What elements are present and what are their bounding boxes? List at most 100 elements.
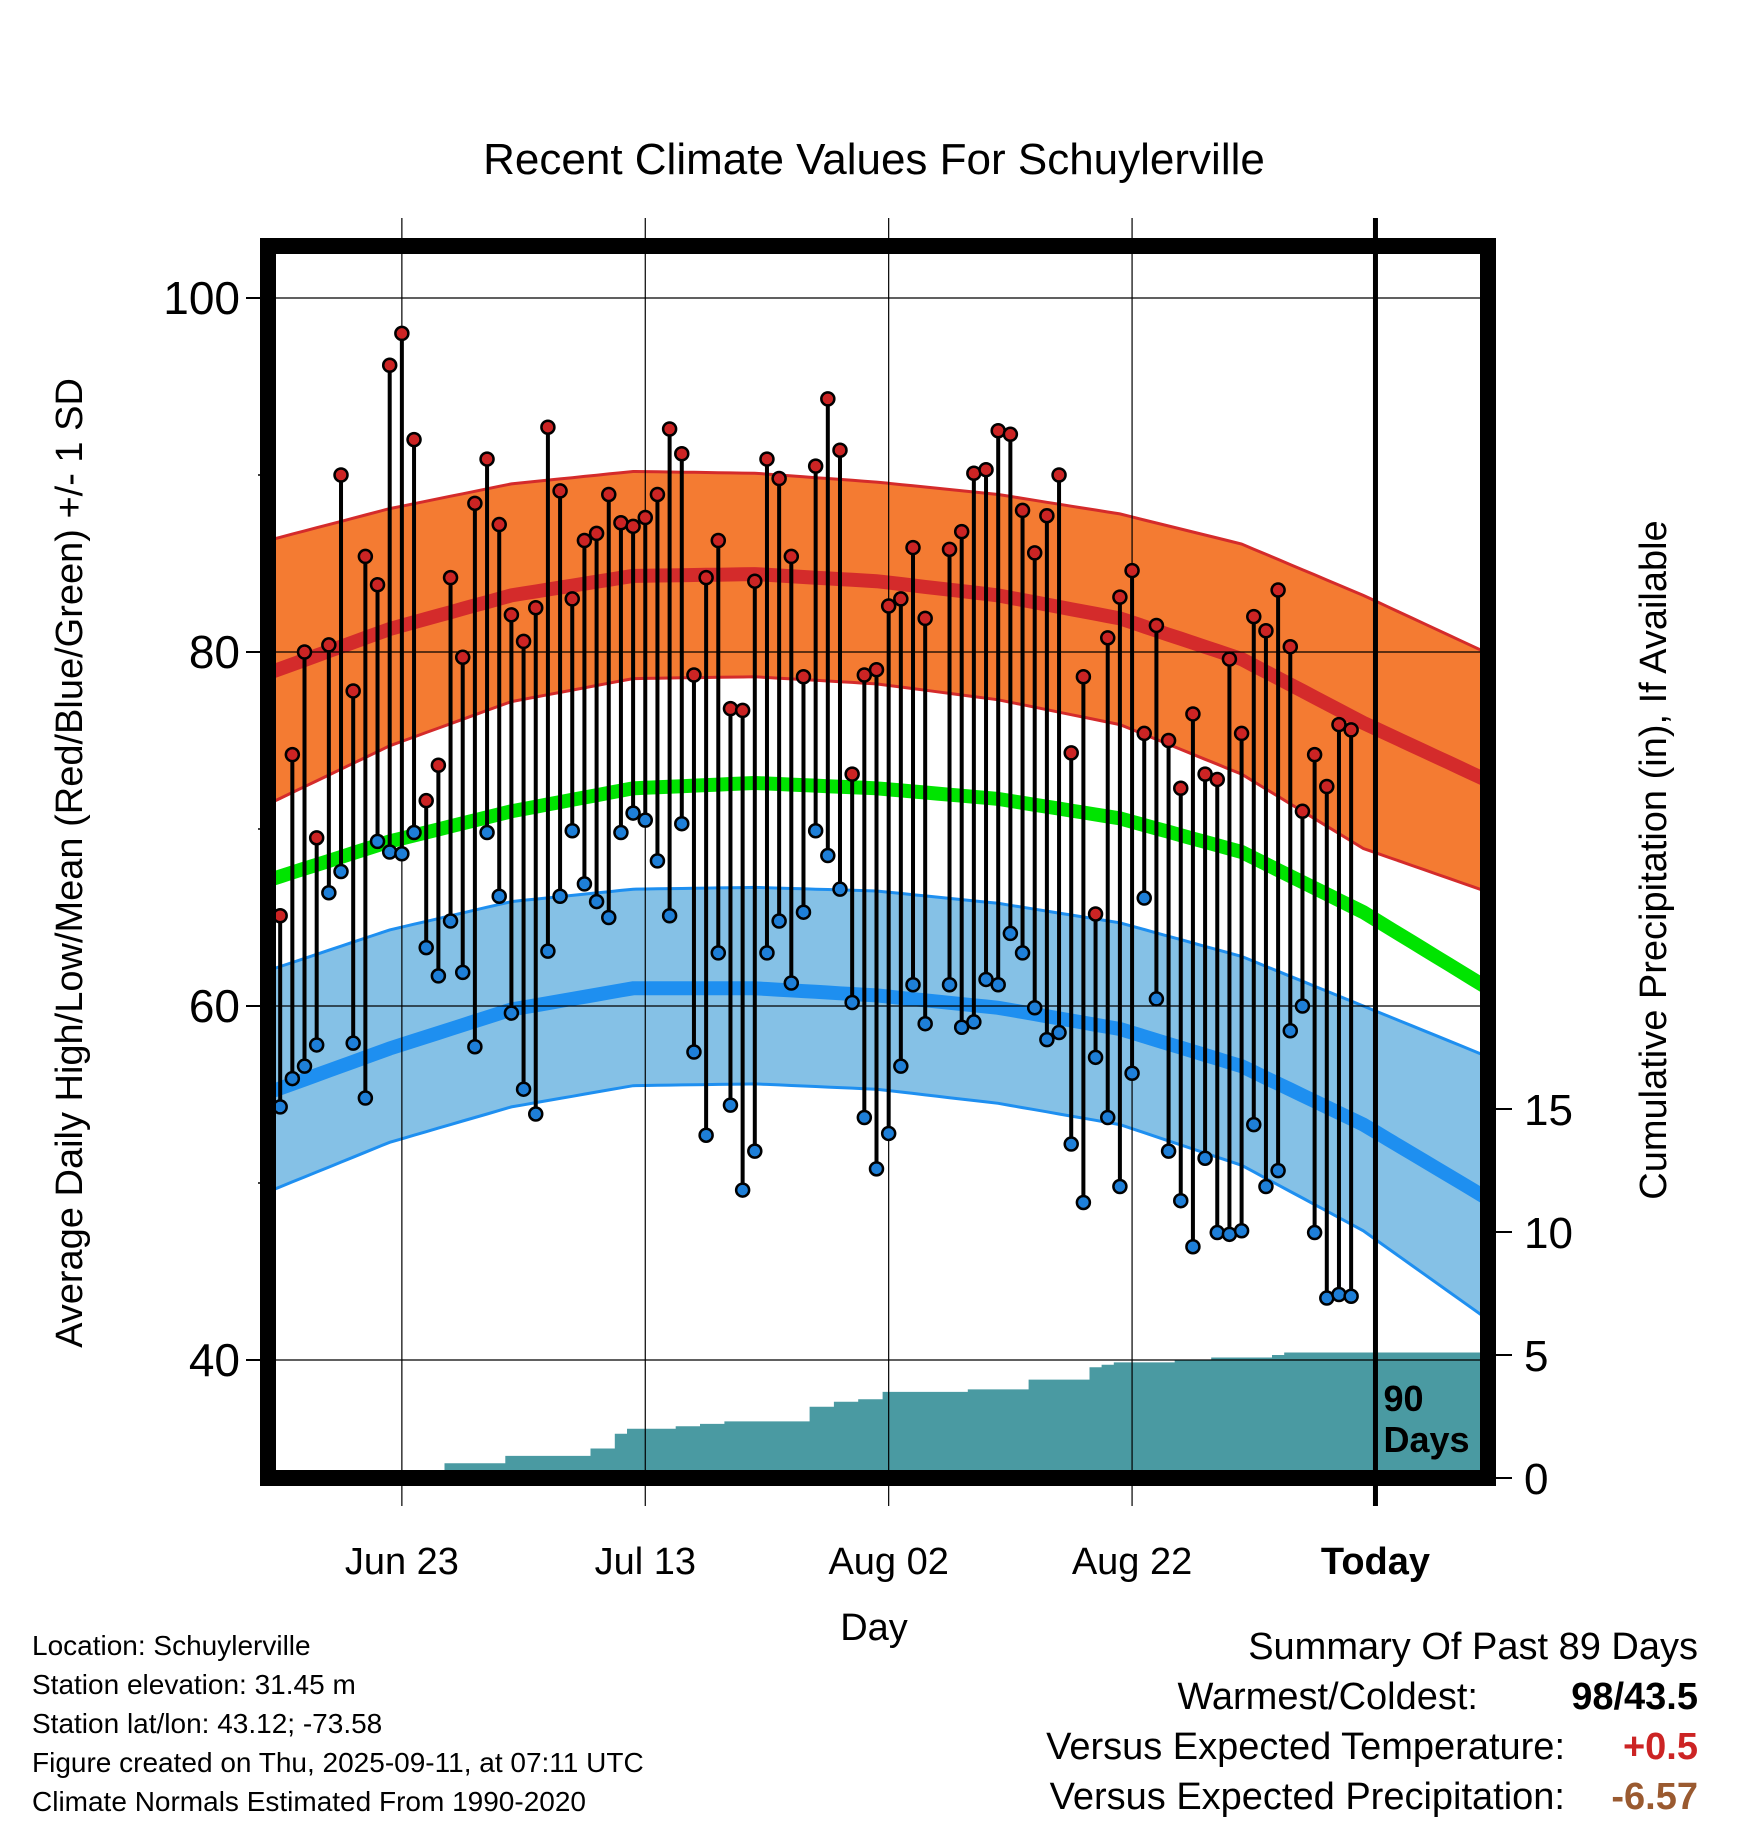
x-tick-label: Jun 23	[345, 1541, 459, 1583]
low-temp-point	[905, 977, 921, 993]
elevation-text: Station elevation: 31.45 m	[32, 1669, 356, 1700]
low-temp-point	[1233, 1223, 1250, 1239]
high-temp-point	[1331, 716, 1347, 733]
high-temp-point	[880, 598, 897, 614]
low-temp-point	[820, 847, 836, 864]
low-temp-point	[321, 884, 337, 901]
y-tick-label: 40	[189, 1334, 240, 1386]
high-temp-point	[893, 591, 909, 607]
temp-versus-label: Versus Expected Temperature:	[1046, 1726, 1565, 1768]
low-temp-point	[357, 1090, 374, 1106]
high-temp-point	[479, 451, 495, 467]
high-temp-point	[1319, 778, 1335, 795]
low-temp-point	[1075, 1194, 1092, 1211]
high-temp-point	[1148, 617, 1165, 634]
precip-versus-value: -6.57	[1611, 1776, 1698, 1818]
low-temp-point	[1026, 1000, 1043, 1016]
low-temp-point	[795, 904, 812, 920]
low-temp-point	[1002, 925, 1019, 942]
high-temp-point	[467, 495, 483, 512]
high-temp-point	[540, 419, 556, 435]
precip-area	[268, 1352, 1488, 1478]
high-temp-point	[747, 573, 763, 589]
warm-cold-label: Warmest/Coldest:	[1177, 1676, 1478, 1718]
high-temp-point	[771, 470, 787, 487]
high-temp-point	[1173, 780, 1189, 797]
low-temp-point	[1099, 1109, 1116, 1126]
high-temp-point	[1087, 906, 1104, 922]
high-temp-point	[515, 633, 532, 650]
low-temp-point	[710, 945, 727, 961]
low-temp-point	[564, 823, 580, 839]
high-temp-point	[637, 509, 654, 526]
high-temp-point	[1075, 669, 1092, 685]
x-tick-label: Aug 02	[828, 1541, 948, 1583]
high-temp-point	[1112, 589, 1128, 605]
low-temp-point	[540, 943, 556, 959]
high-temp-point	[1014, 502, 1031, 519]
high-temp-point	[1282, 638, 1299, 655]
low-temp-point	[734, 1182, 751, 1198]
high-temp-point	[1246, 608, 1262, 625]
low-temp-point	[308, 1037, 325, 1053]
low-temp-point	[1331, 1286, 1347, 1303]
low-temp-point	[1258, 1178, 1274, 1195]
high-temp-point	[418, 792, 434, 809]
chart-title: Recent Climate Values For Schuylerville	[483, 135, 1265, 184]
high-temp-point	[333, 467, 349, 483]
created-text: Figure created on Thu, 2025-09-11, at 07…	[32, 1747, 644, 1778]
high-temp-point	[406, 431, 422, 448]
high-temp-point	[1026, 545, 1043, 561]
normals-text: Climate Normals Estimated From 1990-2020	[32, 1786, 586, 1817]
y2-tick-label: 0	[1524, 1455, 1548, 1504]
low-temp-point	[418, 939, 434, 956]
high-temp-point	[661, 421, 678, 437]
high-temp-point	[284, 746, 301, 763]
high-temp-point	[820, 391, 836, 407]
low-temp-point	[1173, 1192, 1189, 1209]
plot-inner	[268, 469, 1488, 1478]
high-temp-point	[978, 461, 994, 478]
low-temp-point	[1124, 1065, 1140, 1082]
high-temp-point	[576, 532, 593, 549]
low-temp-point	[527, 1106, 544, 1122]
low-temp-point	[1306, 1224, 1323, 1241]
low-temp-point	[454, 964, 471, 981]
high-temp-point	[588, 525, 605, 542]
high-temp-point	[941, 541, 958, 558]
low-temp-point	[284, 1070, 301, 1087]
high-temp-point	[527, 600, 544, 616]
high-temp-point	[1051, 467, 1067, 483]
high-temp-point	[905, 539, 921, 556]
low-temp-point	[406, 824, 422, 841]
high-temp-point	[649, 486, 666, 503]
high-temp-point	[491, 516, 507, 533]
x-axis-label: Day	[840, 1607, 908, 1649]
low-temp-point	[394, 846, 410, 862]
low-temp-point	[1039, 1031, 1055, 1048]
low-temp-point	[625, 805, 641, 821]
high-temp-point	[953, 523, 970, 540]
precip-versus-label: Versus Expected Precipitation:	[1049, 1776, 1565, 1818]
low-temp-point	[1209, 1224, 1226, 1241]
high-temp-point	[357, 548, 374, 565]
high-temp-point	[296, 644, 313, 660]
high-temp-point	[1160, 732, 1177, 749]
high-temp-point	[1209, 771, 1226, 788]
low-temp-point	[783, 975, 800, 991]
high-temp-point	[321, 637, 337, 653]
high-temp-point	[734, 702, 751, 719]
high-temp-point	[1136, 725, 1152, 742]
low-temp-point	[1246, 1116, 1262, 1133]
high-temp-point	[807, 458, 824, 474]
today-days-label-2: Days	[1383, 1419, 1469, 1460]
low-temp-point	[588, 893, 605, 910]
high-temp-point	[686, 667, 702, 683]
low-temp-point	[674, 815, 690, 832]
low-temp-point	[1112, 1178, 1128, 1195]
y2-tick-label: 10	[1524, 1209, 1573, 1258]
low-temp-point	[759, 945, 775, 961]
high-temp-point	[1294, 803, 1311, 820]
low-temp-point	[1087, 1049, 1104, 1066]
